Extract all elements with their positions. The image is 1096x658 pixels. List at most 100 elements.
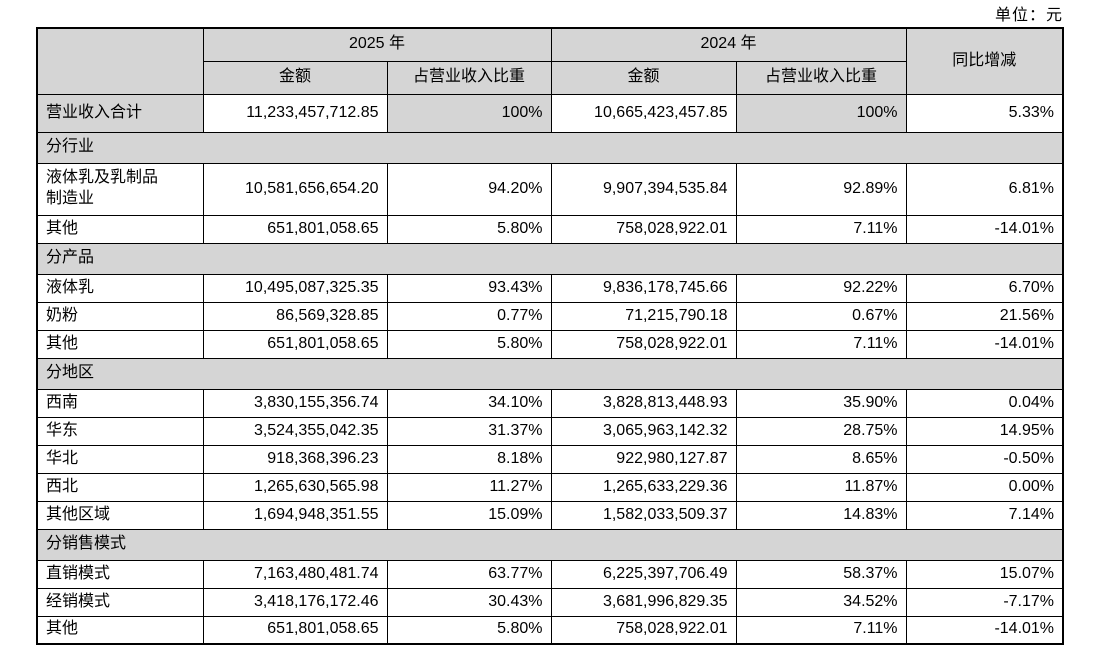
ratio-2024: 28.75% — [735, 416, 907, 446]
row-label: 其他 — [36, 329, 204, 359]
row-label: 液体乳及乳制品 制造业 — [36, 162, 204, 216]
amount-2024: 6,225,397,706.49 — [550, 559, 737, 589]
amount-2025: 651,801,058.65 — [202, 214, 388, 244]
ratio-2024: 58.37% — [735, 559, 907, 589]
yoy-value: 6.81% — [905, 162, 1064, 216]
amount-2025: 7,163,480,481.74 — [202, 559, 388, 589]
row-label: 直销模式 — [36, 559, 204, 589]
yoy-value: 5.33% — [905, 93, 1064, 133]
yoy-value: 6.70% — [905, 273, 1064, 303]
section-header-region: 分地区 — [36, 357, 1064, 390]
amount-2024: 9,907,394,535.84 — [550, 162, 737, 216]
yoy-value: 7.14% — [905, 500, 1064, 530]
table-row: 液体乳 10,495,087,325.35 93.43% 9,836,178,7… — [36, 273, 1064, 303]
ratio-2024-header: 占营业收入比重 — [735, 60, 907, 95]
amount-2024: 922,980,127.87 — [550, 444, 737, 474]
ratio-2025: 15.09% — [386, 500, 552, 530]
ratio-2024: 35.90% — [735, 388, 907, 418]
row-label: 华北 — [36, 444, 204, 474]
amount-2025: 10,495,087,325.35 — [202, 273, 388, 303]
row-label: 营业收入合计 — [36, 93, 204, 133]
amount-2025: 1,694,948,351.55 — [202, 500, 388, 530]
amount-2025-header: 金额 — [202, 60, 388, 95]
ratio-2025: 5.80% — [386, 329, 552, 359]
table-row: 其他 651,801,058.65 5.80% 758,028,922.01 7… — [36, 329, 1064, 359]
section-title: 分地区 — [36, 357, 1064, 390]
amount-2025: 1,265,630,565.98 — [202, 472, 388, 502]
amount-2024: 9,836,178,745.66 — [550, 273, 737, 303]
row-label: 西北 — [36, 472, 204, 502]
ratio-2025: 30.43% — [386, 587, 552, 617]
yoy-header: 同比增减 — [905, 27, 1064, 95]
amount-2024: 758,028,922.01 — [550, 214, 737, 244]
ratio-2024: 8.65% — [735, 444, 907, 474]
table-row: 其他 651,801,058.65 5.80% 758,028,922.01 7… — [36, 214, 1064, 244]
yoy-value: 0.04% — [905, 388, 1064, 418]
ratio-2024: 7.11% — [735, 329, 907, 359]
amount-2025: 3,524,355,042.35 — [202, 416, 388, 446]
yoy-value: 14.95% — [905, 416, 1064, 446]
table-row: 西北 1,265,630,565.98 11.27% 1,265,633,229… — [36, 472, 1064, 502]
amount-2024: 3,681,996,829.35 — [550, 587, 737, 617]
yoy-value: -0.50% — [905, 444, 1064, 474]
unit-label: 单位：元 — [994, 7, 1063, 24]
ratio-2025-header: 占营业收入比重 — [386, 60, 552, 95]
amount-2025: 651,801,058.65 — [202, 329, 388, 359]
section-header-channel: 分销售模式 — [36, 528, 1064, 561]
header-row-years: 2025 年 2024 年 同比增减 — [36, 27, 1064, 95]
yoy-value: 0.00% — [905, 472, 1064, 502]
yoy-value: -14.01% — [905, 329, 1064, 359]
table-row: 其他区域 1,694,948,351.55 15.09% 1,582,033,5… — [36, 500, 1064, 530]
amount-2025: 86,569,328.85 — [202, 301, 388, 331]
row-label: 奶粉 — [36, 301, 204, 331]
yoy-value: 15.07% — [905, 559, 1064, 589]
amount-2025: 918,368,396.23 — [202, 444, 388, 474]
ratio-2025: 5.80% — [386, 214, 552, 244]
ratio-2024: 92.22% — [735, 273, 907, 303]
table-row: 其他 651,801,058.65 5.80% 758,028,922.01 7… — [36, 615, 1064, 645]
row-label: 其他 — [36, 214, 204, 244]
table-row: 华东 3,524,355,042.35 31.37% 3,065,963,142… — [36, 416, 1064, 446]
amount-2024: 10,665,423,457.85 — [550, 93, 737, 133]
row-label: 液体乳 — [36, 273, 204, 303]
header-row-metrics: 金额 占营业收入比重 金额 占营业收入比重 — [37, 60, 1063, 95]
table-row: 西南 3,830,155,356.74 34.10% 3,828,813,448… — [36, 388, 1064, 418]
amount-2024: 758,028,922.01 — [550, 615, 737, 645]
section-title: 分销售模式 — [36, 528, 1064, 561]
amount-2025: 11,233,457,712.85 — [202, 93, 388, 133]
ratio-2025: 5.80% — [386, 615, 552, 645]
ratio-2025: 94.20% — [386, 162, 552, 216]
table-row: 经销模式 3,418,176,172.46 30.43% 3,681,996,8… — [36, 587, 1064, 617]
amount-2024: 3,828,813,448.93 — [550, 388, 737, 418]
row-label: 经销模式 — [36, 587, 204, 617]
amount-2024-header: 金额 — [550, 60, 737, 95]
amount-2024: 3,065,963,142.32 — [550, 416, 737, 446]
ratio-2024: 7.11% — [735, 214, 907, 244]
ratio-2024: 92.89% — [735, 162, 907, 216]
section-header-product: 分产品 — [36, 242, 1064, 275]
corner-cell — [36, 27, 204, 95]
table-row: 华北 918,368,396.23 8.18% 922,980,127.87 8… — [36, 444, 1064, 474]
ratio-2025: 0.77% — [386, 301, 552, 331]
ratio-2025: 63.77% — [386, 559, 552, 589]
amount-2025: 651,801,058.65 — [202, 615, 388, 645]
total-revenue-row: 营业收入合计 11,233,457,712.85 100% 10,665,423… — [36, 93, 1064, 133]
table-row: 直销模式 7,163,480,481.74 63.77% 6,225,397,7… — [36, 559, 1064, 589]
row-label: 其他区域 — [36, 500, 204, 530]
row-label: 华东 — [36, 416, 204, 446]
section-title: 分产品 — [36, 242, 1064, 275]
ratio-2024: 100% — [735, 93, 907, 133]
ratio-2024: 11.87% — [735, 472, 907, 502]
amount-2024: 71,215,790.18 — [550, 301, 737, 331]
amount-2025: 3,830,155,356.74 — [202, 388, 388, 418]
yoy-value: -14.01% — [905, 615, 1064, 645]
amount-2025: 3,418,176,172.46 — [202, 587, 388, 617]
ratio-2024: 14.83% — [735, 500, 907, 530]
ratio-2024: 7.11% — [735, 615, 907, 645]
amount-2024: 1,265,633,229.36 — [550, 472, 737, 502]
section-title: 分行业 — [36, 131, 1064, 164]
revenue-breakdown-table: 2025 年 2024 年 同比增减 金额 占营业收入比重 金额 占营业收入比重… — [36, 27, 1065, 645]
yoy-value: -7.17% — [905, 587, 1064, 617]
year-2025-header: 2025 年 — [202, 27, 552, 62]
